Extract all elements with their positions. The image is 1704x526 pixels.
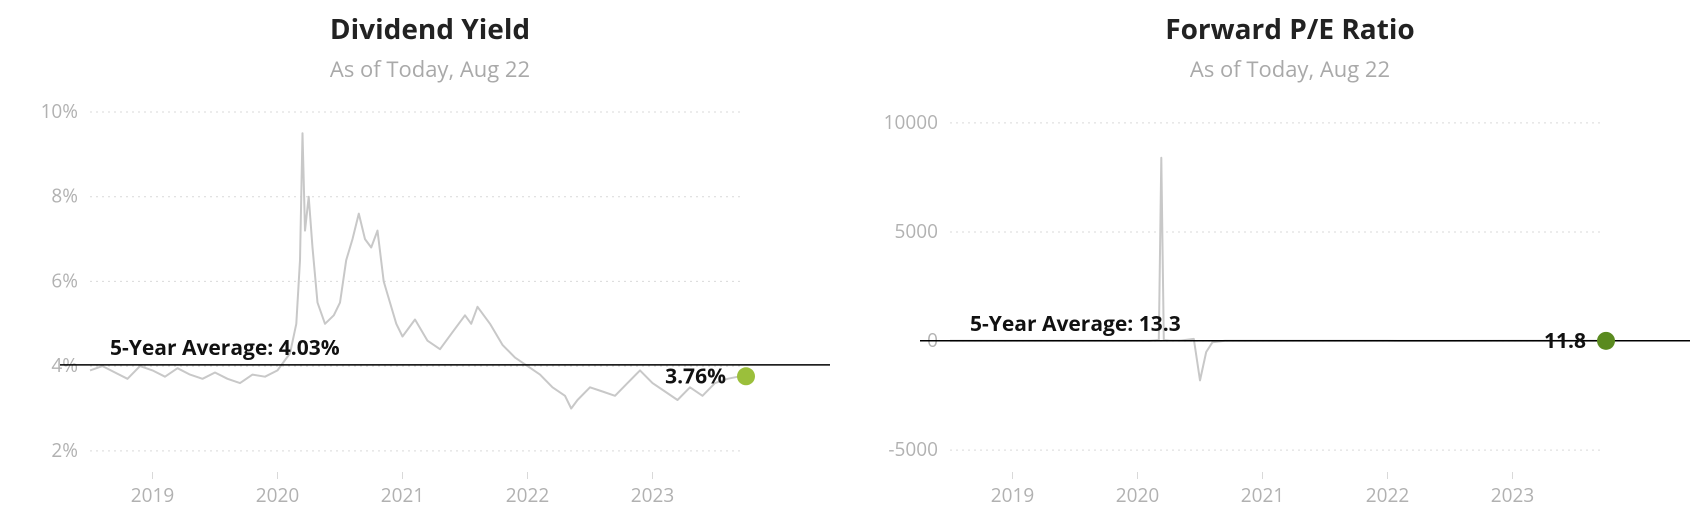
left-panel: Dividend Yield As of Today, Aug 22 2%4%6… xyxy=(0,0,860,526)
right-chart: -50000500010000201920202021202220235-Yea… xyxy=(880,102,1700,522)
svg-text:2021: 2021 xyxy=(1241,482,1284,508)
svg-text:10%: 10% xyxy=(41,102,78,124)
svg-text:2019: 2019 xyxy=(991,482,1034,508)
svg-text:6%: 6% xyxy=(51,267,78,293)
left-chart: 2%4%6%8%10%201920202021202220235-Year Av… xyxy=(20,102,840,522)
left-subtitle: As of Today, Aug 22 xyxy=(20,54,840,84)
svg-text:10000: 10000 xyxy=(884,109,938,135)
svg-text:2022: 2022 xyxy=(1366,482,1409,508)
svg-text:2023: 2023 xyxy=(631,482,674,508)
right-title: Forward P/E Ratio xyxy=(880,10,1700,48)
svg-text:2020: 2020 xyxy=(1116,482,1159,508)
svg-text:2021: 2021 xyxy=(381,482,424,508)
right-panel: Forward P/E Ratio As of Today, Aug 22 -5… xyxy=(860,0,1704,526)
svg-text:-5000: -5000 xyxy=(888,436,938,462)
svg-text:8%: 8% xyxy=(51,183,78,209)
left-title: Dividend Yield xyxy=(20,10,840,48)
svg-text:3.76%: 3.76% xyxy=(665,362,726,390)
svg-text:2022: 2022 xyxy=(506,482,549,508)
right-subtitle: As of Today, Aug 22 xyxy=(880,54,1700,84)
svg-text:11.8: 11.8 xyxy=(1544,327,1586,355)
svg-text:2020: 2020 xyxy=(256,482,299,508)
svg-text:5-Year Average: 13.3: 5-Year Average: 13.3 xyxy=(970,310,1181,338)
svg-text:2019: 2019 xyxy=(131,482,174,508)
charts-container: Dividend Yield As of Today, Aug 22 2%4%6… xyxy=(0,0,1704,526)
svg-text:5000: 5000 xyxy=(895,218,938,244)
svg-text:2023: 2023 xyxy=(1491,482,1534,508)
svg-text:2%: 2% xyxy=(51,437,78,463)
svg-text:5-Year Average: 4.03%: 5-Year Average: 4.03% xyxy=(110,334,340,362)
